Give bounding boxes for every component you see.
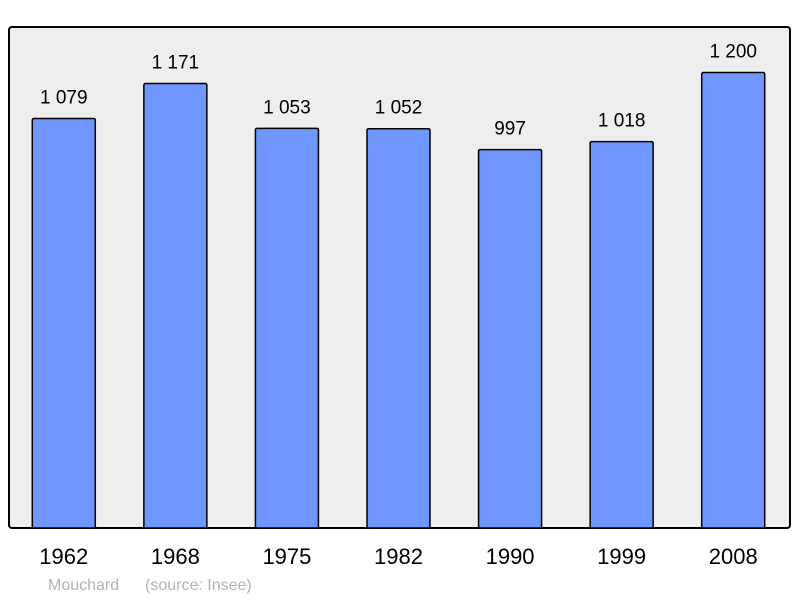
category-label-1968: 1968	[151, 544, 200, 569]
value-label-1982: 1 052	[375, 98, 423, 119]
bar-1982	[366, 127, 431, 529]
category-label-1982: 1982	[374, 544, 423, 569]
value-label-1990: 997	[494, 119, 526, 140]
value-label-2008: 1 200	[709, 42, 757, 63]
value-label-1999: 1 018	[598, 111, 646, 132]
category-label-1962: 1962	[39, 544, 88, 569]
category-label-1990: 1990	[486, 544, 535, 569]
footer-source: (source: Insee)	[145, 577, 252, 594]
bar-1975	[254, 127, 320, 529]
category-label-2008: 2008	[709, 544, 758, 569]
category-label-1975: 1975	[262, 544, 311, 569]
value-label-1975: 1 053	[263, 97, 311, 118]
bar-1968	[143, 82, 208, 529]
footer-author: Mouchard	[48, 577, 119, 594]
bar-2008	[700, 71, 766, 529]
value-label-1962: 1 079	[40, 87, 88, 108]
category-label-1999: 1999	[597, 544, 646, 569]
bar-1990	[477, 148, 543, 529]
value-label-1968: 1 171	[152, 53, 200, 74]
bar-1999	[589, 140, 654, 529]
bar-1962	[31, 117, 97, 529]
